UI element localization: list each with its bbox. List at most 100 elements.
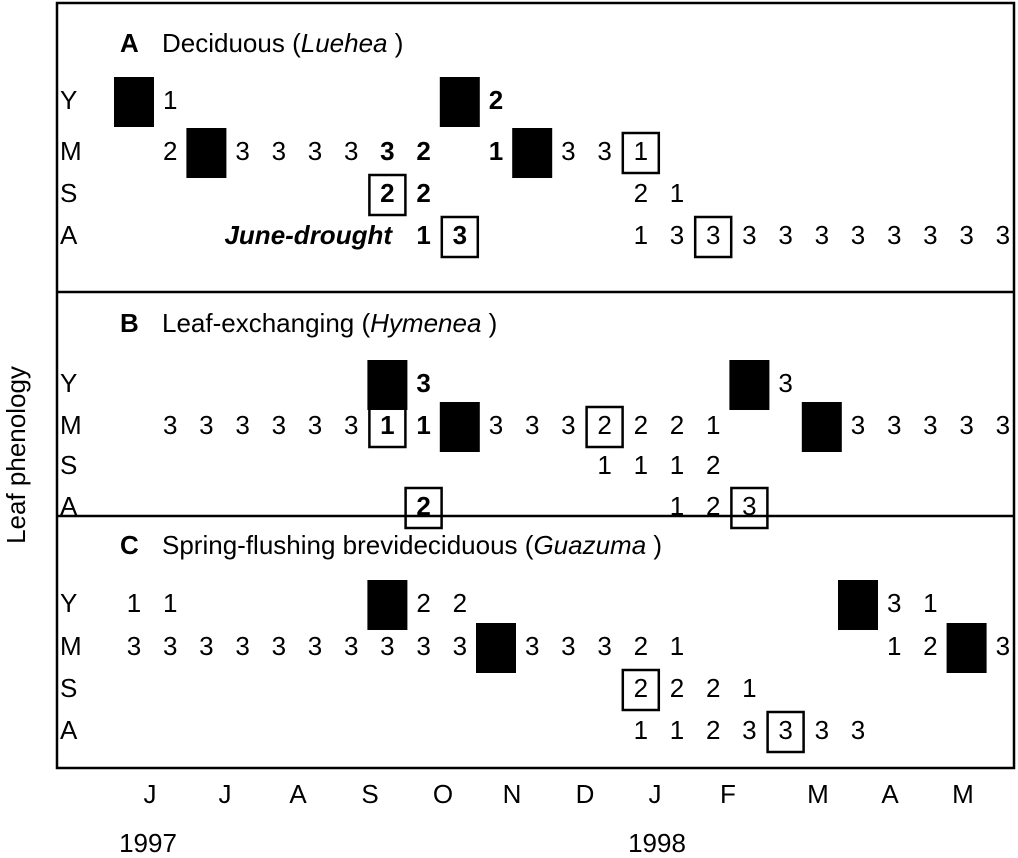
cell-value: 2 xyxy=(453,588,467,618)
cell-value: 2 xyxy=(634,673,648,703)
cell-value: 3 xyxy=(199,410,213,440)
cell-value: 3 xyxy=(308,410,322,440)
panel-letter: B xyxy=(120,308,139,338)
black-square xyxy=(801,402,842,452)
cell-value: 3 xyxy=(959,220,973,250)
cell-value: 2 xyxy=(670,410,684,440)
boxed-cell xyxy=(585,405,624,449)
black-square xyxy=(439,402,480,452)
cell-value: 2 xyxy=(163,136,177,166)
boxed-cell xyxy=(621,668,661,712)
cell-value: 1 xyxy=(489,136,503,166)
black-square xyxy=(838,580,878,630)
year-label: 1998 xyxy=(628,828,686,858)
black-square xyxy=(367,360,408,410)
cell-value: 1 xyxy=(706,410,720,440)
cell-value: 3 xyxy=(996,220,1010,250)
cell-value: 3 xyxy=(706,220,720,250)
cell-value: 3 xyxy=(561,410,575,440)
cell-value: 2 xyxy=(706,491,720,521)
black-square xyxy=(476,623,516,673)
boxed-cell xyxy=(621,131,661,175)
cell-value: 3 xyxy=(344,410,358,440)
cell-value: 1 xyxy=(923,588,937,618)
title-text: Leaf-exchanging ( xyxy=(162,308,370,338)
cell-value: 1 xyxy=(163,588,177,618)
title-italic: Luehea xyxy=(301,28,388,58)
cell-value: 3 xyxy=(923,410,937,440)
row-label: M xyxy=(60,410,82,440)
cell-value: 1 xyxy=(127,588,141,618)
row-label: M xyxy=(60,136,82,166)
cell-value: 3 xyxy=(815,220,829,250)
cell-value: 1 xyxy=(670,715,684,745)
cell-value: 2 xyxy=(416,136,430,166)
row-label: Y xyxy=(60,588,77,618)
title-italic: Guazuma xyxy=(533,530,646,560)
cell-value: 3 xyxy=(561,631,575,661)
month-label: A xyxy=(289,779,307,809)
black-square xyxy=(114,77,154,127)
cell-value: 2 xyxy=(634,631,648,661)
cell-value: 3 xyxy=(996,410,1010,440)
cell-value: 2 xyxy=(416,588,430,618)
cell-value: 3 xyxy=(308,136,322,166)
cell-value: 3 xyxy=(380,631,394,661)
title-text: ) xyxy=(388,28,404,58)
panel-title: Deciduous (Luehea ) xyxy=(162,28,403,58)
cell-value: 1 xyxy=(634,715,648,745)
cell-value: 2 xyxy=(597,410,611,440)
cell-value: 3 xyxy=(923,220,937,250)
cell-value: 1 xyxy=(416,410,430,440)
year-label: 1997 xyxy=(119,828,177,858)
cell-value: 3 xyxy=(344,136,358,166)
cell-value: 3 xyxy=(272,136,286,166)
cell-value: 3 xyxy=(525,410,539,440)
cell-value: 1 xyxy=(597,450,611,480)
cell-value: 3 xyxy=(525,631,539,661)
cell-value: 3 xyxy=(996,631,1010,661)
cell-value: 2 xyxy=(706,450,720,480)
cell-value: 3 xyxy=(489,410,503,440)
month-label: F xyxy=(720,779,736,809)
black-square xyxy=(439,77,480,127)
cell-value: 2 xyxy=(706,715,720,745)
row-label: S xyxy=(60,178,77,208)
cell-value: 3 xyxy=(887,220,901,250)
black-square xyxy=(946,623,987,673)
black-square xyxy=(186,128,227,178)
cell-value: 3 xyxy=(851,220,865,250)
month-label: J xyxy=(144,779,157,809)
cell-value: 3 xyxy=(416,368,430,398)
boxed-cell xyxy=(693,215,733,259)
cell-value: 2 xyxy=(416,491,430,521)
title-text: Spring-flushing brevideciduous ( xyxy=(162,530,534,560)
month-label: D xyxy=(576,779,595,809)
cell-value: 2 xyxy=(923,631,937,661)
frame xyxy=(55,1,1016,770)
cell-value: 2 xyxy=(489,85,503,115)
cell-value: 3 xyxy=(670,220,684,250)
panel-letter: A xyxy=(120,28,139,58)
cell-value: 3 xyxy=(235,631,249,661)
cell-value: 2 xyxy=(634,178,648,208)
cell-value: 3 xyxy=(742,491,756,521)
row-label: Y xyxy=(60,85,77,115)
cell-value: 3 xyxy=(163,410,177,440)
cell-value: 3 xyxy=(235,410,249,440)
cell-value: 1 xyxy=(670,631,684,661)
panel-title: Leaf-exchanging (Hymenea ) xyxy=(162,308,497,338)
cell-value: 1 xyxy=(634,136,648,166)
month-label: A xyxy=(881,779,899,809)
cell-value: 3 xyxy=(887,588,901,618)
cell-value: 1 xyxy=(670,491,684,521)
cell-value: 3 xyxy=(380,136,394,166)
cell-value: 3 xyxy=(959,410,973,440)
cell-value: 1 xyxy=(634,450,648,480)
annotation: June-drought xyxy=(224,220,393,250)
cell-value: 1 xyxy=(742,673,756,703)
cell-value: 1 xyxy=(634,220,648,250)
panel-title: Spring-flushing brevideciduous (Guazuma … xyxy=(162,530,662,560)
row-label: A xyxy=(60,220,78,250)
